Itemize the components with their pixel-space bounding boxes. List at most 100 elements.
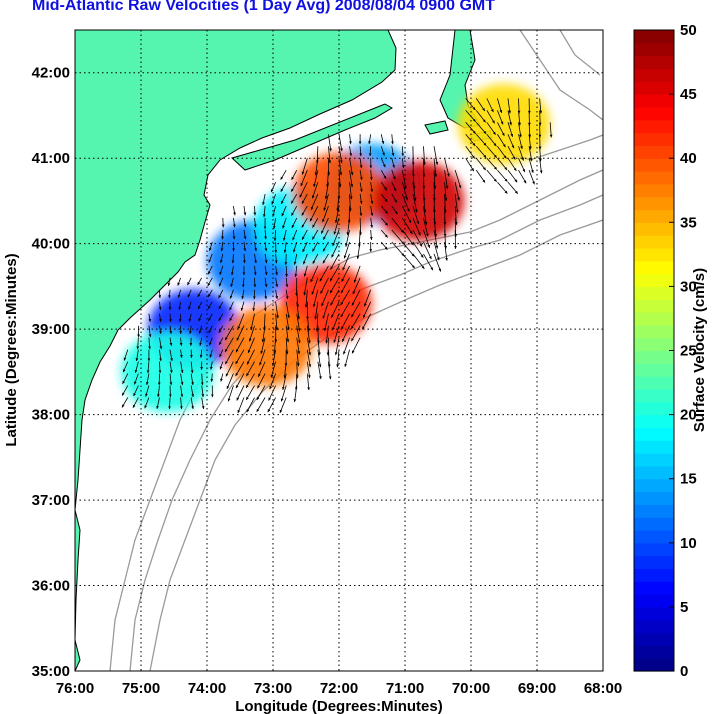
- colorbar-band: [634, 542, 674, 557]
- velocity-arrow: [465, 122, 477, 135]
- velocity-arrow: [169, 337, 173, 346]
- velocity-arrow: [312, 289, 319, 308]
- velocity-arrow: [230, 265, 234, 276]
- velocity-arrow: [169, 349, 173, 362]
- velocity-arrow: [159, 325, 162, 334]
- velocity-arrow: [486, 145, 498, 159]
- velocity-arrow: [272, 217, 277, 229]
- colorbar-band: [634, 30, 674, 44]
- velocity-arrow: [454, 194, 459, 213]
- velocity-arrow: [296, 289, 300, 308]
- velocity-arrow: [270, 181, 277, 193]
- colorbar-tick-label: 0: [680, 663, 688, 680]
- velocity-arrow: [180, 373, 184, 386]
- velocity-arrow: [475, 110, 486, 123]
- velocity-arrow: [123, 349, 129, 361]
- plot-border: [74, 29, 604, 672]
- velocity-arrow: [253, 217, 257, 228]
- velocity-arrow: [145, 373, 150, 386]
- velocity-arrow: [391, 170, 396, 180]
- velocity-arrow: [264, 265, 268, 276]
- velocity-arrow: [177, 289, 181, 298]
- velocity-arrow: [349, 146, 353, 157]
- velocity-arrow: [303, 253, 308, 265]
- colorbar-band: [634, 286, 674, 300]
- velocity-arrow: [241, 289, 245, 300]
- velocity-arrow: [350, 313, 361, 330]
- colorbar-band: [634, 119, 674, 134]
- velocity-arrow: [292, 229, 298, 241]
- velocity-arrow: [361, 313, 372, 330]
- colorbar-band: [634, 376, 674, 390]
- velocity-arrow: [351, 289, 361, 306]
- velocity-arrow: [197, 301, 203, 310]
- velocity-arrow: [475, 145, 487, 159]
- velocity-arrow: [391, 134, 394, 145]
- velocity-arrow: [353, 265, 361, 283]
- velocity-arrow: [232, 229, 236, 240]
- velocity-arrow: [240, 301, 245, 311]
- velocity-arrow: [402, 241, 415, 257]
- velocity-arrow: [391, 217, 404, 234]
- velocity-arrow: [380, 205, 388, 214]
- velocity-arrow: [197, 277, 203, 286]
- x-axis-label: Longitude (Degrees:Minutes): [235, 698, 443, 714]
- velocity-arrow: [497, 122, 505, 137]
- velocity-arrow: [167, 277, 171, 287]
- velocity-arrow: [412, 182, 417, 201]
- velocity-arrow: [340, 313, 350, 330]
- velocity-arrow: [433, 229, 439, 249]
- y-tick-label: 37:00: [32, 492, 70, 509]
- velocity-arrow: [169, 361, 173, 374]
- colorbar-band: [634, 440, 674, 454]
- velocity-arrow: [359, 194, 363, 204]
- velocity-arrow: [237, 313, 245, 330]
- velocity-arrow: [271, 193, 277, 205]
- velocity-arrow: [224, 325, 234, 341]
- velocity-arrow: [306, 361, 311, 379]
- velocity-arrow: [444, 158, 450, 177]
- velocity-arrow: [218, 301, 224, 310]
- velocity-arrow: [275, 301, 279, 319]
- velocity-arrow: [402, 205, 412, 224]
- colorbar-band: [634, 619, 674, 634]
- velocity-arrow: [433, 253, 442, 272]
- velocity-arrow: [507, 134, 515, 149]
- velocity-arrow: [312, 253, 319, 264]
- velocity-arrow: [148, 337, 151, 350]
- velocity-arrow: [317, 361, 322, 380]
- velocity-arrow: [497, 157, 508, 171]
- velocity-arrow: [285, 313, 290, 331]
- velocity-arrow: [341, 265, 350, 282]
- velocity-arrow: [207, 277, 213, 287]
- velocity-arrow: [208, 253, 213, 263]
- x-tick-label: 72:00: [320, 680, 358, 697]
- velocity-arrow: [218, 313, 224, 322]
- colorbar-tick-label: 15: [680, 471, 697, 488]
- velocity-arrow: [134, 361, 139, 373]
- velocity-arrow: [350, 301, 361, 318]
- velocity-arrow: [158, 313, 162, 322]
- colorbar-band: [634, 299, 674, 313]
- colorbar-tick-label: 30: [680, 278, 697, 295]
- velocity-arrow: [235, 349, 245, 365]
- velocity-arrow: [296, 337, 301, 355]
- colorbar-band: [634, 414, 674, 429]
- velocity-arrow: [229, 313, 234, 322]
- velocity-arrow: [243, 229, 247, 240]
- velocity-arrow: [359, 218, 362, 236]
- velocity-arrow: [254, 253, 257, 264]
- velocity-arrow: [209, 361, 213, 370]
- velocity-arrow: [340, 289, 350, 306]
- y-tick-label: 40:00: [32, 236, 70, 253]
- velocity-arrow: [285, 337, 289, 355]
- velocity-arrow: [169, 325, 173, 334]
- velocity-arrow: [340, 277, 350, 294]
- velocity-arrow: [300, 170, 308, 187]
- velocity-arrow: [368, 134, 372, 145]
- velocity-arrow: [486, 110, 495, 124]
- velocity-arrow: [380, 158, 386, 168]
- colorbar-tick-label: 45: [680, 86, 697, 103]
- velocity-arrow: [486, 122, 496, 135]
- velocity-arrow: [280, 169, 287, 180]
